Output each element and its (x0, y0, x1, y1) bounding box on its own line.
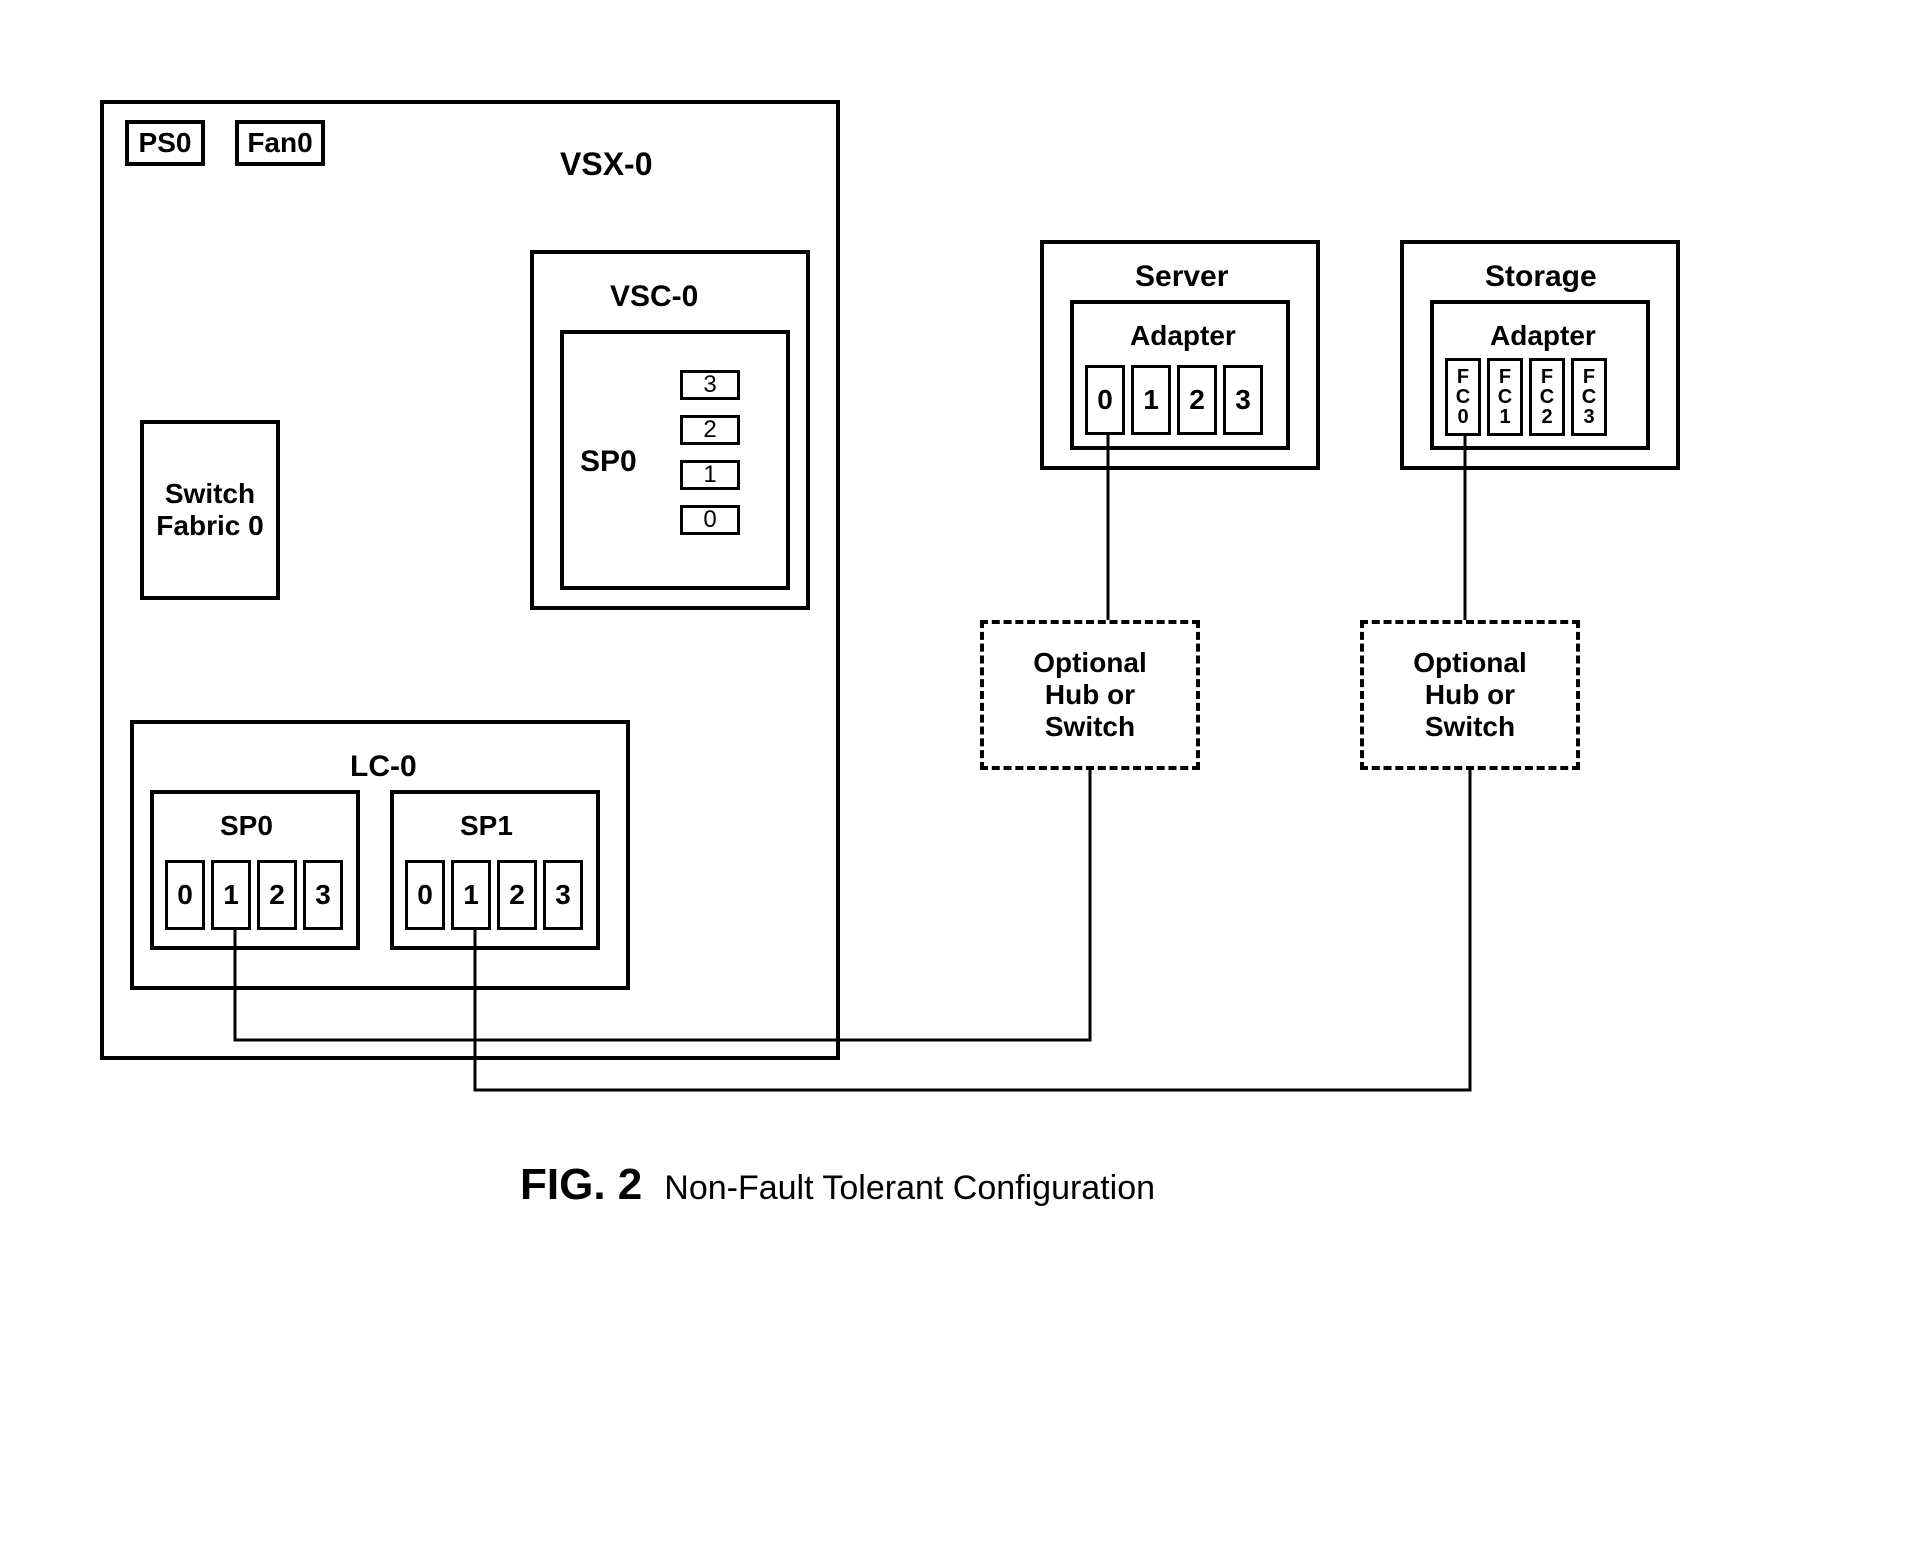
lc0-sp1-label: SP1 (460, 810, 513, 842)
hub-right-box: Optional Hub or Switch (1360, 620, 1580, 770)
fan0-box: Fan0 (235, 120, 325, 166)
server-port-1: 1 (1131, 365, 1171, 435)
storage-port-fc2: FC2 (1529, 358, 1565, 436)
server-port-0: 0 (1085, 365, 1125, 435)
switch-fabric-label: Switch Fabric 0 (156, 478, 263, 542)
fan0-label: Fan0 (247, 127, 312, 159)
lc0-sp1-ports: 0 1 2 3 (405, 860, 583, 930)
vsc0-title: VSC-0 (610, 280, 698, 314)
lc0-sp1-port-0: 0 (405, 860, 445, 930)
server-adapter-label: Adapter (1130, 320, 1236, 352)
figure-text: Non-Fault Tolerant Configuration (664, 1169, 1155, 1207)
hub-left-label: Optional Hub or Switch (1033, 647, 1147, 743)
figure-number: FIG. 2 (520, 1160, 642, 1209)
hub-left-box: Optional Hub or Switch (980, 620, 1200, 770)
vsc0-port-2: 2 (680, 415, 740, 445)
lc0-sp0-port-1: 1 (211, 860, 251, 930)
lc0-sp0-port-0: 0 (165, 860, 205, 930)
storage-ports: FC0 FC1 FC2 FC3 (1445, 358, 1607, 436)
figure-caption: FIG. 2 Non-Fault Tolerant Configuration (520, 1160, 1155, 1210)
server-ports: 0 1 2 3 (1085, 365, 1263, 435)
storage-port-fc0: FC0 (1445, 358, 1481, 436)
vsc0-port-3: 3 (680, 370, 740, 400)
vsx0-title: VSX-0 (560, 146, 652, 183)
hub-right-label: Optional Hub or Switch (1413, 647, 1527, 743)
server-title: Server (1135, 260, 1228, 294)
lc0-sp1-port-1: 1 (451, 860, 491, 930)
lc0-sp0-label: SP0 (220, 810, 273, 842)
ps0-box: PS0 (125, 120, 205, 166)
lc0-title: LC-0 (350, 750, 417, 784)
storage-title: Storage (1485, 260, 1597, 294)
lc0-sp1-port-2: 2 (497, 860, 537, 930)
storage-port-fc3: FC3 (1571, 358, 1607, 436)
vsc0-sp0-label: SP0 (580, 445, 637, 479)
lc0-sp0-port-2: 2 (257, 860, 297, 930)
ps0-label: PS0 (139, 127, 192, 159)
lc0-sp0-port-3: 3 (303, 860, 343, 930)
diagram-canvas: PS0 Fan0 VSX-0 Switch Fabric 0 VSC-0 SP0… (40, 40, 1871, 1503)
lc0-sp0-ports: 0 1 2 3 (165, 860, 343, 930)
storage-port-fc1: FC1 (1487, 358, 1523, 436)
vsc0-port-1: 1 (680, 460, 740, 490)
lc0-sp1-port-3: 3 (543, 860, 583, 930)
storage-adapter-label: Adapter (1490, 320, 1596, 352)
server-port-3: 3 (1223, 365, 1263, 435)
server-port-2: 2 (1177, 365, 1217, 435)
vsc0-port-0: 0 (680, 505, 740, 535)
switch-fabric-box: Switch Fabric 0 (140, 420, 280, 600)
